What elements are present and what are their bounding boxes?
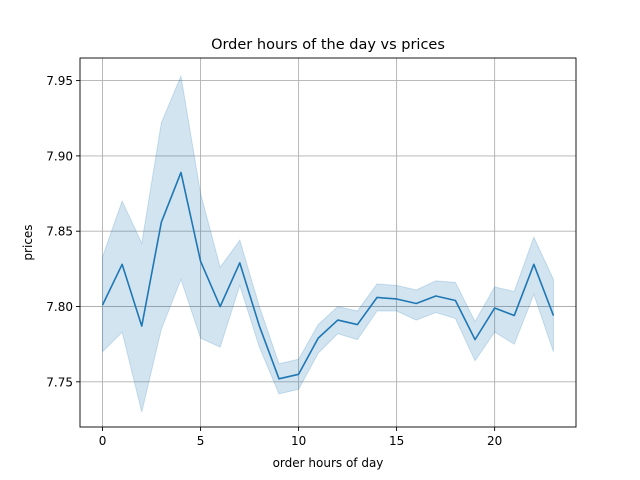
y-tick-label: 7.80 [46, 300, 73, 314]
x-tick-label: 15 [389, 434, 404, 448]
y-tick-label: 7.85 [46, 225, 73, 239]
x-axis: 0 5 10 15 20 [99, 427, 502, 448]
y-axis: 7.75 7.80 7.85 7.90 7.95 [46, 74, 80, 389]
y-tick-label: 7.75 [46, 375, 73, 389]
plot-frame [79, 57, 577, 428]
y-axis-label: prices [21, 224, 35, 260]
series-line [101, 171, 555, 380]
x-tick-label: 20 [487, 434, 502, 448]
x-axis-label: order hours of day [273, 456, 384, 470]
chart-title: Order hours of the day vs prices [211, 37, 445, 53]
confidence-band [102, 74, 554, 413]
y-tick-label: 7.95 [46, 74, 73, 88]
x-tick-label: 5 [197, 434, 205, 448]
grid [80, 58, 576, 427]
y-tick-label: 7.90 [46, 149, 73, 163]
x-tick-label: 0 [99, 434, 107, 448]
x-tick-label: 10 [291, 434, 306, 448]
